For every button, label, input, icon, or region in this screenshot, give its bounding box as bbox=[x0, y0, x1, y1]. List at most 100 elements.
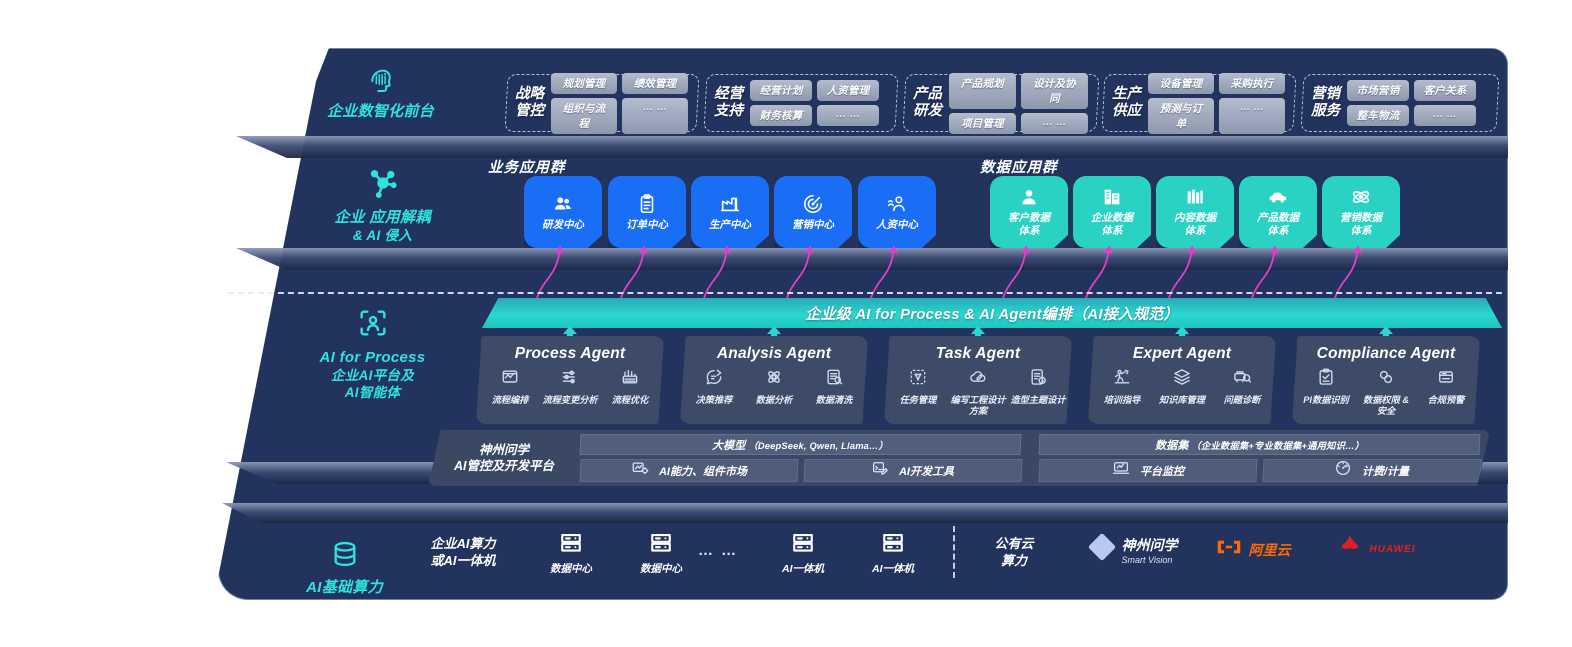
agent-capability-2[interactable]: 数据权限 & 安全 bbox=[1356, 367, 1416, 416]
vendor-logo-3[interactable]: HUAWEI bbox=[1316, 532, 1434, 567]
permission-icon bbox=[1376, 367, 1396, 392]
agent-capability-2[interactable]: 数据分析 bbox=[744, 367, 804, 406]
chip-4[interactable]: … … bbox=[1414, 105, 1476, 126]
chip-1[interactable]: 产品规划 bbox=[949, 72, 1016, 109]
agent-capability-3[interactable]: 数据清洗 bbox=[804, 367, 864, 406]
agent-capability-3[interactable]: 流程优化 bbox=[600, 367, 660, 406]
agent-card-5[interactable]: Compliance Agent PI数据识别 数据权限 & 安全 合规预警 bbox=[1292, 336, 1480, 424]
vendor-name: 神州问学 bbox=[1121, 536, 1178, 553]
data-app-card-2[interactable]: 企业数据 体系 bbox=[1073, 176, 1151, 248]
infra-node-4[interactable]: AI一体机 bbox=[858, 530, 928, 576]
server-icon bbox=[626, 530, 696, 560]
chip-2[interactable]: 设计及协同 bbox=[1021, 72, 1088, 109]
agent-capability-2[interactable]: 流程变更分析 bbox=[540, 367, 600, 406]
data-app-card-1[interactable]: 客户数据 体系 bbox=[990, 176, 1068, 248]
card-label: 生产中心 bbox=[709, 218, 751, 231]
agent-capability-3[interactable]: 合规预警 bbox=[1416, 367, 1476, 416]
component-market-icon bbox=[631, 459, 649, 482]
chip-4[interactable]: … … bbox=[622, 97, 688, 134]
decision-icon bbox=[704, 367, 724, 392]
chip-1[interactable]: 设备管理 bbox=[1148, 72, 1214, 94]
chip-4[interactable]: … … bbox=[817, 105, 879, 126]
data-app-card-4[interactable]: 产品数据 体系 bbox=[1239, 176, 1317, 248]
chip-2[interactable]: 绩效管理 bbox=[622, 72, 688, 94]
capability-label: 编写工程设计方案 bbox=[950, 395, 1006, 416]
chip-3[interactable]: 财务核算 bbox=[750, 105, 812, 126]
card-label: 订单中心 bbox=[626, 218, 668, 231]
agent-capability-1[interactable]: 培训指导 bbox=[1092, 367, 1152, 406]
factory-icon bbox=[719, 193, 741, 215]
chip-4[interactable]: … … bbox=[1219, 97, 1285, 134]
chip-1[interactable]: 经营计划 bbox=[750, 80, 812, 101]
diagnose-icon bbox=[1232, 367, 1252, 392]
agent-capability-2[interactable]: 编写工程设计方案 bbox=[948, 367, 1008, 416]
aliyun-logo-icon bbox=[1214, 532, 1244, 567]
agent-card-4[interactable]: Expert Agent 培训指导 知识库管理 问题诊断 bbox=[1088, 336, 1276, 424]
chip-2[interactable]: 采购执行 bbox=[1219, 72, 1285, 94]
item-label: 平台监控 bbox=[1139, 465, 1184, 478]
platform-right-item-2[interactable]: 计费/计量 bbox=[1261, 459, 1481, 482]
chip-3[interactable]: 预测与订单 bbox=[1148, 97, 1214, 134]
strategy-group-1: 战略 管控 规划管理 绩效管理 组织与流程… … bbox=[504, 72, 700, 134]
data-app-card-5[interactable]: 营销数据 体系 bbox=[1322, 176, 1400, 248]
platform-left-item-2[interactable]: AI开发工具 bbox=[802, 459, 1022, 482]
atom-analysis-icon bbox=[764, 367, 784, 392]
item-label: AI能力、组件市场 bbox=[658, 465, 747, 478]
business-app-card-4[interactable]: 营销中心 bbox=[774, 176, 852, 248]
capability-label: 流程变更分析 bbox=[542, 395, 598, 405]
infra-node-3[interactable]: AI一体机 bbox=[768, 530, 838, 576]
infra-node-2[interactable]: 数据中心 bbox=[626, 530, 696, 576]
business-app-card-2[interactable]: 订单中心 bbox=[608, 176, 686, 248]
rail-subtitle: 企业AI平台及 AI智能体 bbox=[330, 368, 415, 401]
agent-capability-2[interactable]: 知识库管理 bbox=[1152, 367, 1212, 406]
node-label: 数据中心 bbox=[550, 563, 592, 575]
chip-1[interactable]: 市场营销 bbox=[1347, 80, 1409, 101]
chip-2[interactable]: 客户关系 bbox=[1414, 80, 1476, 101]
agent-card-3[interactable]: Task Agent 任务管理 编写工程设计方案 造型主题设计 bbox=[884, 336, 1072, 424]
strategy-group-2: 经营 支持 经营计划 人资管理 财务核算… … bbox=[703, 74, 899, 132]
card-label: 客户数据 体系 bbox=[1008, 212, 1050, 237]
agent-capabilities: PI数据识别 数据权限 & 安全 合规预警 bbox=[1292, 367, 1480, 416]
business-apps-title: 业务应用群 bbox=[488, 160, 566, 176]
rail-title: 企业数智化前台 bbox=[326, 103, 435, 120]
chip-4[interactable]: … … bbox=[1021, 112, 1088, 134]
capability-label: 数据权限 & 安全 bbox=[1363, 395, 1409, 416]
rail-compute: AI基础算力 bbox=[242, 538, 447, 597]
platform-left-item-1[interactable]: AI能力、组件市场 bbox=[579, 459, 799, 482]
group-chips: 产品规划 设计及协同 项目管理… … bbox=[949, 72, 1088, 134]
chip-2[interactable]: 人资管理 bbox=[817, 80, 879, 101]
agent-capability-3[interactable]: 造型主题设计 bbox=[1008, 367, 1068, 416]
business-app-card-3[interactable]: 生产中心 bbox=[691, 176, 769, 248]
business-app-card-1[interactable]: 研发中心 bbox=[524, 176, 602, 248]
card-label: 研发中心 bbox=[542, 218, 584, 231]
card-label: 产品数据 体系 bbox=[1257, 212, 1299, 237]
agent-capability-1[interactable]: 流程编排 bbox=[480, 367, 540, 406]
vendor-logo-1[interactable]: 神州问学 Smart Vision bbox=[1073, 532, 1191, 567]
chip-3[interactable]: 项目管理 bbox=[949, 112, 1016, 134]
platform-right-item-1[interactable]: 平台监控 bbox=[1038, 459, 1258, 482]
agent-card-1[interactable]: Process Agent 流程编排 流程变更分析 流程优化 bbox=[476, 336, 664, 424]
agent-capability-1[interactable]: PI数据识别 bbox=[1296, 367, 1356, 416]
chip-3[interactable]: 整车物流 bbox=[1347, 105, 1409, 126]
data-app-card-3[interactable]: 内容数据 体系 bbox=[1156, 176, 1234, 248]
agent-card-2[interactable]: Analysis Agent 决策推荐 数据分析 数据清洗 bbox=[680, 336, 868, 424]
public-cloud-label: 公有云 算力 bbox=[994, 536, 1034, 568]
infra-node-1[interactable]: 数据中心 bbox=[536, 530, 606, 576]
agent-capability-1[interactable]: 任务管理 bbox=[888, 367, 948, 416]
agent-capability-1[interactable]: 决策推荐 bbox=[684, 367, 744, 406]
chip-1[interactable]: 规划管理 bbox=[551, 72, 617, 94]
chip-3[interactable]: 组织与流程 bbox=[551, 97, 617, 134]
agent-capability-3[interactable]: 问题诊断 bbox=[1212, 367, 1272, 406]
rail-front: 企业数智化前台 bbox=[278, 66, 483, 121]
platform-right-subitems: 平台监控 计费/计量 bbox=[1038, 459, 1481, 482]
header-title: 大模型 bbox=[712, 439, 747, 452]
group-title: 战略 管控 bbox=[515, 86, 544, 119]
group-chips: 设备管理 采购执行 预测与订单… … bbox=[1148, 72, 1285, 134]
capability-label: 合规预警 bbox=[1427, 395, 1465, 405]
agent-title: Analysis Agent bbox=[716, 345, 832, 362]
vendor-logo-2[interactable]: 阿里云 bbox=[1193, 532, 1311, 567]
business-app-card-5[interactable]: 人资中心 bbox=[858, 176, 936, 248]
task-net-icon bbox=[908, 367, 928, 392]
shenzhou-logo-icon bbox=[1087, 532, 1117, 567]
